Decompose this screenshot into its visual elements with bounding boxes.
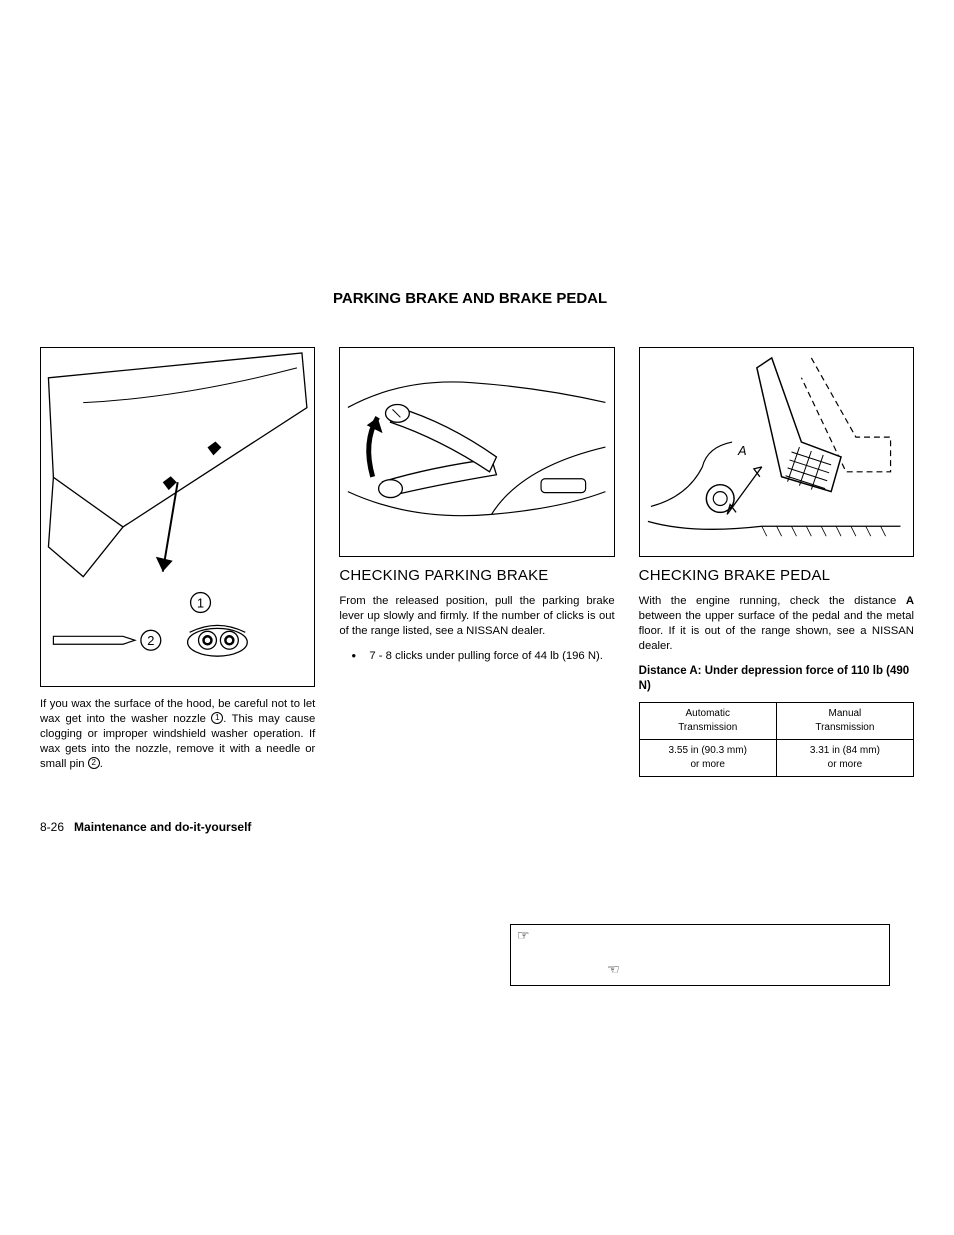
hand-icon: ☞ xyxy=(517,927,530,944)
distance-table: Automatic Transmission Manual Transmissi… xyxy=(639,702,914,777)
text-part: between the upper surface of the pedal a… xyxy=(639,610,914,652)
table-cell: Manual Transmission xyxy=(776,702,913,739)
fig1-label-1: 1 xyxy=(197,595,204,610)
hand-icon: ☞ xyxy=(607,961,620,978)
page-number: 8-26 xyxy=(40,820,64,834)
page-footer: 8-26 Maintenance and do-it-yourself xyxy=(40,820,251,834)
section-title: PARKING BRAKE AND BRAKE PEDAL xyxy=(333,290,914,307)
cell-text: Manual Transmission xyxy=(815,708,874,733)
fig1-label-2: 2 xyxy=(147,633,154,648)
table-row: 3.55 in (90.3 mm) or more 3.31 in (84 mm… xyxy=(639,739,913,776)
brake-pedal-paragraph: With the engine running, check the dista… xyxy=(639,594,914,654)
figure-parking-brake xyxy=(339,347,614,557)
fig3-label-A: A xyxy=(737,443,747,458)
washer-nozzle-paragraph: If you wax the surface of the hood, be c… xyxy=(40,697,315,772)
cell-text: Automatic Transmission xyxy=(678,708,737,733)
figure-washer-nozzle: 1 2 xyxy=(40,347,315,687)
circled-1-inline: 1 xyxy=(211,712,223,724)
cell-text: 3.55 in (90.3 mm) or more xyxy=(669,745,747,770)
figure-brake-pedal: A xyxy=(639,347,914,557)
checking-parking-brake-heading: CHECKING PARKING BRAKE xyxy=(339,567,614,584)
section-name: Maintenance and do-it-yourself xyxy=(74,820,251,834)
checking-brake-pedal-heading: CHECKING BRAKE PEDAL xyxy=(639,567,914,584)
cell-text: 3.31 in (84 mm) or more xyxy=(810,745,880,770)
distance-letter: A xyxy=(906,595,914,607)
table-cell: 3.55 in (90.3 mm) or more xyxy=(639,739,776,776)
text-part: With the engine running, check the dista… xyxy=(639,595,906,607)
parking-brake-bullet: 7 - 8 clicks under pulling force of 44 l… xyxy=(357,649,614,664)
distance-a-heading: Distance A: Under depression force of 11… xyxy=(639,664,914,694)
table-row: Automatic Transmission Manual Transmissi… xyxy=(639,702,913,739)
table-cell: Automatic Transmission xyxy=(639,702,776,739)
text-part: . xyxy=(100,758,103,770)
table-cell: 3.31 in (84 mm) or more xyxy=(776,739,913,776)
parking-brake-paragraph: From the released position, pull the par… xyxy=(339,594,614,639)
crop-mark-box: ☞ ☞ xyxy=(510,924,890,986)
circled-2-inline: 2 xyxy=(88,757,100,769)
